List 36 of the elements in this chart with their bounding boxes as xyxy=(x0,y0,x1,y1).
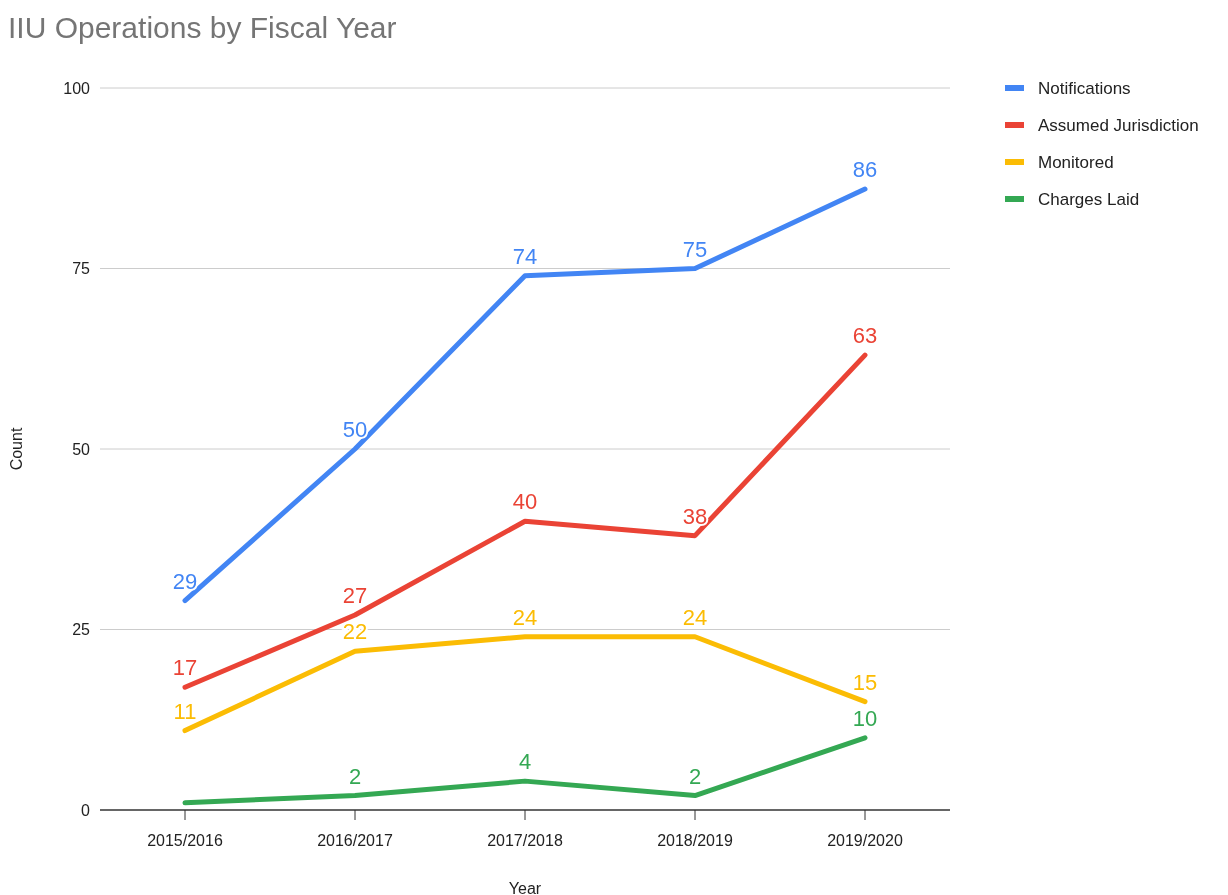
data-label: 75 xyxy=(682,236,708,262)
data-label: 4 xyxy=(518,749,532,775)
y-tick-label: 100 xyxy=(63,79,91,97)
x-tick-label: 2017/2018 xyxy=(487,832,563,849)
data-label: 24 xyxy=(682,604,708,630)
data-label: 17 xyxy=(172,655,198,681)
legend-label: Assumed Jurisdiction xyxy=(1038,115,1199,135)
data-label: 29 xyxy=(172,568,198,594)
data-label: 40 xyxy=(512,489,538,515)
data-label: 50 xyxy=(342,417,368,442)
x-tick-label: 2015/2016 xyxy=(147,832,223,849)
x-tick-label: 2019/2020 xyxy=(827,832,903,849)
data-label: 2 xyxy=(348,763,362,789)
data-label: 22 xyxy=(342,619,368,645)
data-label: 38 xyxy=(682,503,708,529)
x-tick-label: 2018/2019 xyxy=(657,832,733,849)
data-label: 24 xyxy=(512,604,538,630)
data-label: 27 xyxy=(342,583,368,609)
y-tick-label: 50 xyxy=(72,440,91,458)
y-tick-label: 75 xyxy=(72,260,91,278)
data-label: 63 xyxy=(852,323,878,349)
x-axis-title: Year xyxy=(508,880,542,895)
data-label: 2 xyxy=(688,763,702,789)
legend-label: Charges Laid xyxy=(1038,189,1140,209)
data-label: 11 xyxy=(173,698,197,724)
x-tick-label: 2016/2017 xyxy=(317,832,393,849)
legend-label: Monitored xyxy=(1038,152,1114,172)
data-label: 86 xyxy=(852,157,878,183)
data-label: 10 xyxy=(852,705,878,731)
data-label: 15 xyxy=(852,669,878,695)
legend-label: Notifications xyxy=(1038,78,1131,98)
y-tick-label: 0 xyxy=(81,801,91,819)
data-label: 74 xyxy=(512,243,538,269)
chart-title: IIU Operations by Fiscal Year xyxy=(8,11,397,44)
y-tick-label: 25 xyxy=(72,621,91,639)
y-axis-title: Count xyxy=(8,427,25,471)
